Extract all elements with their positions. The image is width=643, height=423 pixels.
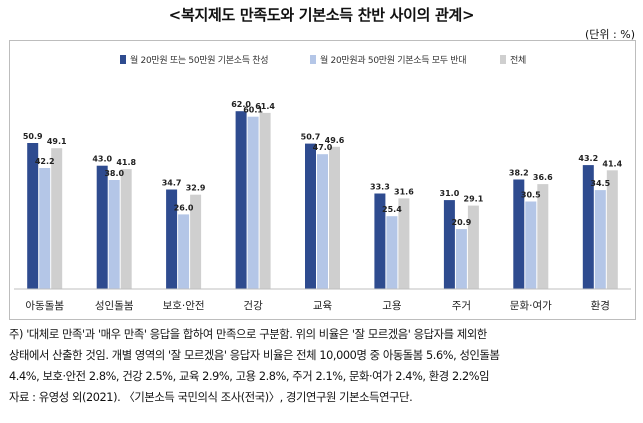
- legend-swatch-1: [120, 55, 126, 64]
- category-label-2: 성인돌봄: [95, 300, 134, 312]
- data-label-s2-2: 38.0: [104, 169, 124, 178]
- data-label-s2-1: 42.2: [35, 157, 55, 166]
- bar-s1-4: [235, 111, 247, 289]
- data-labels: 50.9 42.2 49.1 43.0 38.0 41.8 34.7 26.0 32.9 62.0…: [23, 100, 623, 227]
- data-label-s3-1: 49.1: [47, 137, 67, 146]
- bar-s3-6: [398, 198, 410, 289]
- data-label-s3-9: 41.4: [602, 159, 622, 168]
- bar-chart: 월 20만원 또는 50만원 기본소득 찬성 월 20만원과 50만원 기본소득 …: [14, 54, 631, 312]
- data-label-s3-4: 61.4: [255, 102, 275, 111]
- bar-s3-7: [467, 205, 479, 289]
- data-label-s1-2: 43.0: [92, 155, 112, 164]
- data-label-s1-7: 31.0: [440, 189, 460, 198]
- data-label-s1-9: 43.2: [578, 154, 598, 163]
- bar-s1-1: [27, 143, 39, 289]
- bar-s2-9: [594, 190, 606, 289]
- data-label-s3-2: 41.8: [116, 158, 136, 167]
- data-label-s2-3: 26.0: [174, 203, 194, 212]
- data-label-s3-6: 31.6: [394, 187, 414, 196]
- category-label-6: 고용: [382, 300, 402, 312]
- category-label-3: 보호·안전: [163, 300, 205, 312]
- data-label-s3-7: 29.1: [464, 195, 484, 204]
- data-label-s3-3: 32.9: [186, 184, 206, 193]
- category-label-8: 문화·여가: [510, 300, 552, 312]
- category-label-9: 환경: [591, 299, 610, 312]
- legend: 월 20만원 또는 50만원 기본소득 찬성 월 20만원과 50만원 기본소득 …: [120, 54, 526, 66]
- data-label-s1-6: 33.3: [370, 183, 390, 192]
- legend-label-1: 월 20만원 또는 50만원 기본소득 찬성: [130, 54, 268, 66]
- data-label-s1-4: 62.0: [231, 100, 251, 109]
- data-label-s2-4: 60.1: [243, 106, 263, 115]
- source-line: 자료 : 유영성 외(2021). 〈기본소득 국민의식 조사(전국)〉, 경기…: [9, 391, 413, 404]
- legend-swatch-2: [310, 55, 316, 64]
- data-label-s3-5: 49.6: [325, 136, 345, 145]
- bar-s2-1: [39, 168, 51, 289]
- bar-s2-6: [386, 216, 398, 289]
- bars: [27, 111, 618, 290]
- bar-s2-7: [455, 229, 467, 289]
- bar-s2-8: [525, 201, 537, 289]
- data-label-s2-8: 30.5: [521, 191, 541, 200]
- bar-s1-3: [166, 189, 178, 289]
- bar-s3-5: [329, 146, 340, 289]
- bar-s3-3: [190, 194, 202, 289]
- note-line-1: 주) '대체로 만족'과 '매우 만족' 응답을 합하여 만족으로 구분함. 위…: [9, 328, 487, 341]
- category-label-4: 건강: [243, 300, 263, 312]
- note-line-2: 상태에서 산출한 것임. 개별 영역의 '잘 모르겠음' 응답자 비율은 전체 …: [9, 349, 500, 362]
- category-labels: 아동돌봄 성인돌봄 보호·안전 건강 교육 고용 주거 문화·여가 환경: [25, 299, 610, 312]
- category-label-7: 주거: [452, 300, 471, 312]
- chart-frame: 월 20만원 또는 50만원 기본소득 찬성 월 20만원과 50만원 기본소득 …: [9, 40, 636, 320]
- category-label-5: 교육: [313, 300, 333, 312]
- bar-s2-2: [108, 180, 120, 289]
- bar-s2-5: [317, 154, 328, 289]
- bar-s1-2: [96, 165, 108, 289]
- data-label-s1-3: 34.7: [162, 179, 182, 188]
- legend-label-2: 월 20만원과 50만원 기본소득 모두 반대: [320, 54, 466, 66]
- bar-s3-8: [537, 184, 549, 289]
- data-label-s2-7: 20.9: [452, 218, 472, 227]
- data-label-s2-5: 47.0: [313, 143, 333, 152]
- bar-s1-6: [374, 193, 386, 289]
- bar-s1-9: [582, 165, 594, 289]
- category-label-1: 아동돌봄: [25, 300, 64, 312]
- chart-title: <복지제도 만족도와 기본소득 찬반 사이의 관계>: [168, 6, 475, 24]
- note-line-3: 4.4%, 보호·안전 2.8%, 건강 2.5%, 교육 2.9%, 고용 2…: [9, 370, 490, 383]
- bar-s1-5: [305, 143, 316, 289]
- data-label-s2-9: 34.5: [590, 179, 610, 188]
- legend-swatch-3: [500, 55, 506, 64]
- bar-s3-1: [51, 148, 63, 289]
- data-label-s1-5: 50.7: [301, 133, 321, 142]
- bar-s3-9: [606, 170, 618, 289]
- data-label-s1-1: 50.9: [23, 132, 43, 141]
- bar-s2-3: [178, 214, 190, 289]
- bar-s1-8: [513, 179, 525, 289]
- bar-s3-2: [120, 169, 132, 289]
- data-label-s3-8: 36.6: [533, 173, 553, 182]
- bar-s1-7: [443, 200, 455, 289]
- data-label-s1-8: 38.2: [509, 169, 529, 178]
- data-label-s2-6: 25.4: [382, 205, 402, 214]
- bar-s3-4: [259, 112, 271, 290]
- legend-label-3: 전체: [510, 55, 526, 66]
- unit-label: (단위 : %): [585, 28, 635, 41]
- footnotes: 주) '대체로 만족'과 '매우 만족' 응답을 합하여 만족으로 구분함. 위…: [9, 324, 636, 408]
- bar-s2-4: [247, 116, 259, 289]
